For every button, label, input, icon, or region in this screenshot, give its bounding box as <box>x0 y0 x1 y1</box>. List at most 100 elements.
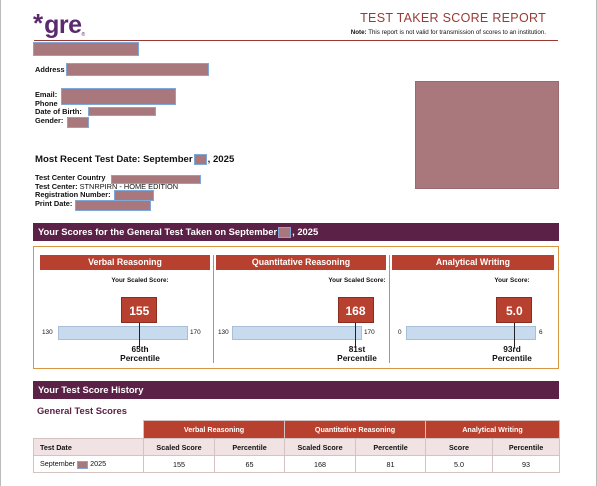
redacted-recent-day <box>193 154 207 165</box>
history-col-quant-percentile: Percentile <box>355 438 427 456</box>
history-blank-cell <box>33 420 144 439</box>
report-note: Note: This report is not valid for trans… <box>351 29 546 36</box>
writing-heading: Analytical Writing <box>392 255 554 270</box>
scores-bar-year: , 2025 <box>292 226 319 237</box>
logo-registered-mark: ® <box>81 32 86 38</box>
history-verbal-scaled: 155 <box>143 455 215 473</box>
verbal-scale-max: 170 <box>190 329 201 336</box>
scores-panel: Verbal Reasoning Your Scaled Score: 130 … <box>33 246 559 369</box>
redacted-scores-day <box>278 227 292 239</box>
writing-scale-max: 6 <box>539 329 543 336</box>
writing-section: Analytical Writing Your Score: 0 6 5.0 9… <box>392 255 562 367</box>
history-row-month: September <box>40 459 76 469</box>
history-quant-scaled: 168 <box>284 455 357 473</box>
score-history-table: Verbal Reasoning Quantitative Reasoning … <box>33 420 561 473</box>
redacted-print-date <box>75 200 151 211</box>
table-row: September 2025 155 65 168 81 5.0 93 <box>33 455 561 473</box>
registration-number-label: Registration Number: <box>35 190 111 199</box>
redacted-gender <box>67 117 89 128</box>
quant-scale-bar <box>232 326 362 340</box>
writing-scaled-label: Your Score: <box>494 277 530 284</box>
history-group-verbal: Verbal Reasoning <box>142 420 286 439</box>
redacted-country <box>111 175 201 184</box>
report-title: TEST TAKER SCORE REPORT <box>360 11 546 25</box>
history-writing-percentile: 93 <box>492 455 561 473</box>
history-col-writing-score: Score <box>425 438 494 456</box>
writing-score-box: 5.0 <box>496 297 533 323</box>
verbal-scale-bar <box>58 326 188 340</box>
verbal-percentile-word: Percentile <box>120 353 160 363</box>
contact-block: Email: Phone Date of Birth: Gender: <box>35 90 95 131</box>
redacted-dob <box>88 107 156 116</box>
writing-percentile-num: 93rd <box>503 344 521 354</box>
redacted-email-phone <box>61 88 176 105</box>
title-divider <box>34 40 558 41</box>
quant-section: Quantitative Reasoning Your Scaled Score… <box>216 255 386 367</box>
history-verbal-percentile: 65 <box>213 455 286 473</box>
history-col-verbal-percentile: Percentile <box>213 438 286 456</box>
test-center-block: Test Center Country Test Center: STNRPIRN… <box>35 173 235 212</box>
verbal-scale-min: 130 <box>42 329 53 336</box>
history-row-date: September 2025 <box>33 455 144 473</box>
scores-section-bar: Your Scores for the General Test Taken o… <box>33 223 559 241</box>
history-col-test-date: Test Date <box>33 438 144 456</box>
quant-percentile-word: Percentile <box>337 353 377 363</box>
verbal-percentile-num: 65th <box>131 344 149 354</box>
history-writing-score: 5.0 <box>425 455 494 473</box>
scores-bar-label: Your Scores for the General Test Taken o… <box>38 226 278 237</box>
history-col-quant-scaled: Scaled Score <box>284 438 357 456</box>
history-subtitle: General Test Scores <box>37 405 127 416</box>
redacted-name <box>33 42 139 56</box>
history-group-header-row: Verbal Reasoning Quantitative Reasoning … <box>33 420 561 439</box>
test-center-label: Test Center: <box>35 181 78 191</box>
print-date-label: Print Date: <box>35 199 73 208</box>
verbal-heading: Verbal Reasoning <box>40 255 210 270</box>
gre-logo: * gre ® <box>33 8 86 39</box>
verbal-section: Verbal Reasoning Your Scaled Score: 130 … <box>40 255 210 367</box>
address-label: Address <box>35 65 65 74</box>
dob-label: Date of Birth: <box>35 107 82 116</box>
history-sub-header-row: Test Date Scaled Score Percentile Scaled… <box>33 438 561 456</box>
verbal-scaled-label: Your Scaled Score: <box>111 277 169 284</box>
email-label: Email: <box>35 90 58 99</box>
redacted-history-day <box>77 460 89 469</box>
quant-scale-min: 130 <box>218 329 229 336</box>
history-row-year: 2025 <box>90 459 107 469</box>
quant-score-marker <box>354 323 357 348</box>
verbal-score-box: 155 <box>121 297 158 323</box>
history-group-quant: Quantitative Reasoning <box>284 420 427 439</box>
verbal-score-marker <box>138 323 140 348</box>
history-col-verbal-scaled: Scaled Score <box>143 438 215 456</box>
section-divider-2 <box>389 255 390 363</box>
history-group-writing: Analytical Writing <box>425 420 561 439</box>
history-bar-title: Your Test Score History <box>38 384 144 395</box>
recent-date-year: , 2025 <box>207 154 235 166</box>
logo-asterisk: * <box>33 8 44 38</box>
writing-scale-bar <box>406 326 536 340</box>
quant-heading: Quantitative Reasoning <box>216 255 386 270</box>
quant-scaled-label: Your Scaled Score: <box>328 277 386 284</box>
history-col-writing-percentile: Percentile <box>492 438 561 456</box>
redacted-address <box>66 63 209 76</box>
test-center-country-label: Test Center Country <box>35 173 106 182</box>
redacted-photo <box>415 81 559 189</box>
quant-percentile-num: 81st <box>348 344 366 354</box>
gender-label: Gender: <box>35 116 64 125</box>
logo-wordmark: gre <box>44 11 82 39</box>
writing-scale-min: 0 <box>398 329 402 336</box>
history-section-bar: Your Test Score History <box>33 381 559 399</box>
quant-percentile: 81st Percentile <box>327 345 387 363</box>
recent-date-label: Most Recent Test Date: September <box>35 154 193 166</box>
phone-label: Phone <box>35 98 58 108</box>
quant-scale-max: 170 <box>364 329 375 336</box>
verbal-percentile: 65th Percentile <box>110 345 170 363</box>
writing-score-marker <box>513 323 516 348</box>
test-center-value: STNRPIRN - HOME EDITION <box>79 181 179 191</box>
writing-percentile: 93rd Percentile <box>482 345 542 363</box>
quant-score-box: 168 <box>337 297 374 323</box>
writing-percentile-word: Percentile <box>492 353 532 363</box>
history-quant-percentile: 81 <box>355 455 427 473</box>
most-recent-test-date: Most Recent Test Date: September , 2025 <box>35 154 234 165</box>
section-divider-1 <box>213 255 214 363</box>
